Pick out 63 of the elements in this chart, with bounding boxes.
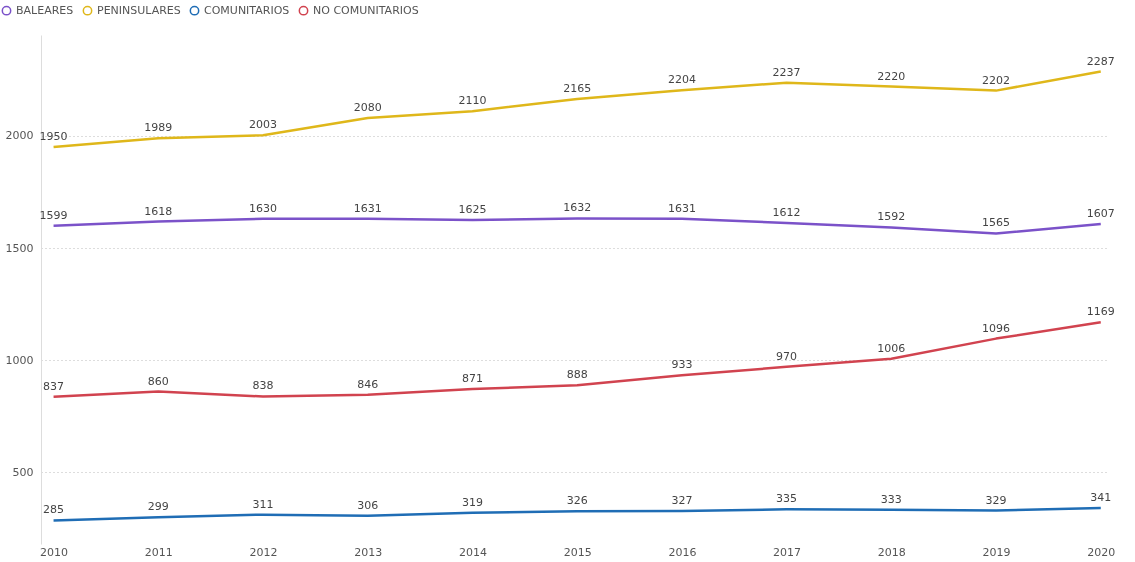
data-label: 319 bbox=[461, 495, 483, 509]
data-label: 1950 bbox=[39, 130, 68, 144]
data-label: 838 bbox=[252, 379, 274, 393]
data-label: 326 bbox=[566, 494, 588, 508]
data-label: 341 bbox=[1090, 490, 1112, 504]
y-tick-label: 500 bbox=[12, 465, 34, 479]
x-tick-label: 2014 bbox=[458, 545, 487, 559]
data-label: 1096 bbox=[982, 321, 1011, 335]
y-tick-label: 1000 bbox=[5, 353, 34, 367]
data-label: 2003 bbox=[249, 118, 278, 132]
data-label: 933 bbox=[671, 358, 693, 372]
data-label: 2080 bbox=[353, 100, 382, 114]
data-label: 2110 bbox=[458, 94, 487, 108]
data-label: 1607 bbox=[1086, 207, 1115, 221]
x-tick-label: 2018 bbox=[877, 545, 906, 559]
x-tick-label: 2013 bbox=[354, 545, 383, 559]
x-tick-label: 2019 bbox=[982, 545, 1011, 559]
x-tick-label: 2010 bbox=[40, 545, 69, 559]
data-label: 1618 bbox=[144, 204, 173, 218]
data-label: 846 bbox=[357, 377, 379, 391]
data-label: 2202 bbox=[982, 73, 1011, 87]
x-tick-label: 2020 bbox=[1087, 545, 1116, 559]
data-label: 2165 bbox=[563, 81, 592, 95]
y-tick-label: 2000 bbox=[5, 129, 34, 143]
data-label: 285 bbox=[43, 503, 65, 517]
data-label: 1632 bbox=[563, 201, 592, 215]
x-tick-label: 2017 bbox=[773, 545, 802, 559]
data-label: 1625 bbox=[458, 202, 487, 216]
data-label: 2287 bbox=[1086, 54, 1115, 68]
data-label: 970 bbox=[776, 349, 798, 363]
data-label: 1565 bbox=[982, 216, 1011, 230]
data-label: 860 bbox=[147, 374, 169, 388]
data-label: 333 bbox=[880, 492, 902, 506]
data-label: 329 bbox=[985, 493, 1007, 507]
data-label: 299 bbox=[147, 500, 169, 514]
data-label: 1631 bbox=[667, 201, 696, 215]
x-tick-label: 2012 bbox=[249, 545, 278, 559]
x-tick-label: 2015 bbox=[563, 545, 592, 559]
x-tick-label: 2016 bbox=[668, 545, 697, 559]
x-tick-label: 2011 bbox=[144, 545, 173, 559]
data-label: 2204 bbox=[667, 73, 696, 87]
legend-label: COMUNITARIOS bbox=[204, 3, 290, 17]
data-label: 1989 bbox=[144, 121, 173, 135]
data-label: 327 bbox=[671, 494, 693, 508]
data-label: 1630 bbox=[249, 201, 278, 215]
legend-label: BALEARES bbox=[16, 3, 74, 17]
data-label: 306 bbox=[357, 498, 379, 512]
data-label: 1612 bbox=[772, 205, 801, 219]
data-label: 871 bbox=[461, 372, 483, 386]
legend-label: NO COMUNITARIOS bbox=[313, 3, 419, 17]
data-label: 1169 bbox=[1086, 305, 1115, 319]
legend-label: PENINSULARES bbox=[97, 3, 181, 17]
data-label: 1006 bbox=[877, 341, 906, 355]
data-label: 311 bbox=[252, 497, 274, 511]
data-label: 2237 bbox=[772, 65, 801, 79]
y-tick-label: 1500 bbox=[5, 241, 34, 255]
data-label: 837 bbox=[43, 379, 65, 393]
data-label: 1599 bbox=[39, 208, 68, 222]
data-label: 2220 bbox=[877, 69, 906, 83]
data-label: 888 bbox=[566, 368, 588, 382]
data-label: 1592 bbox=[877, 210, 906, 224]
data-label: 335 bbox=[776, 492, 798, 506]
data-label: 1631 bbox=[353, 201, 382, 215]
